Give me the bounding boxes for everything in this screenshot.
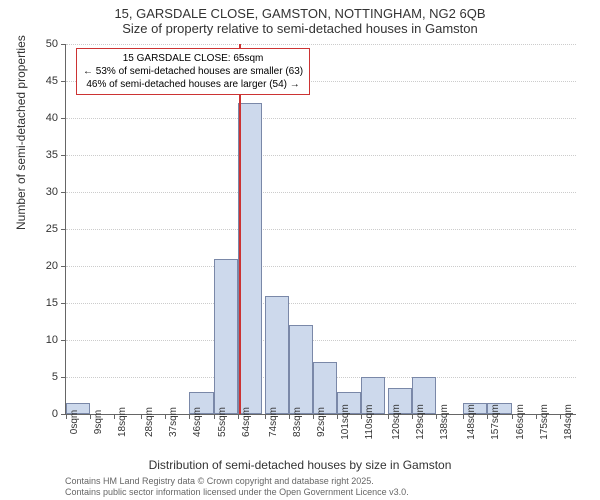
annotation-box: 15 GARSDALE CLOSE: 65sqm← 53% of semi-de…: [76, 48, 310, 95]
y-tick: [61, 155, 66, 156]
x-tick: [412, 414, 413, 419]
y-tick-label: 30: [0, 186, 58, 198]
x-tick: [289, 414, 290, 419]
x-tick-label: 110sqm: [364, 405, 375, 440]
x-tick-label: 120sqm: [391, 404, 402, 440]
y-tick: [61, 118, 66, 119]
x-tick-label: 184sqm: [563, 404, 574, 440]
plot-area: 15 GARSDALE CLOSE: 65sqm← 53% of semi-de…: [65, 44, 576, 415]
title-line-2: Size of property relative to semi-detach…: [0, 21, 600, 36]
x-tick-label: 101sqm: [340, 404, 351, 440]
x-tick: [337, 414, 338, 419]
histogram-bar: [289, 325, 313, 414]
x-tick: [90, 414, 91, 419]
x-tick-label: 64sqm: [241, 407, 252, 437]
x-tick-label: 157sqm: [490, 404, 501, 440]
y-tick-label: 25: [0, 223, 58, 235]
x-tick: [214, 414, 215, 419]
title-line-1: 15, GARSDALE CLOSE, GAMSTON, NOTTINGHAM,…: [0, 6, 600, 21]
y-tick-label: 35: [0, 149, 58, 161]
x-tick-label: 9sqm: [93, 410, 104, 434]
x-tick-label: 46sqm: [192, 407, 203, 437]
x-axis-title: Distribution of semi-detached houses by …: [0, 458, 600, 472]
x-tick: [388, 414, 389, 419]
y-tick: [61, 266, 66, 267]
x-tick-label: 148sqm: [466, 404, 477, 440]
x-tick-label: 55sqm: [217, 407, 228, 437]
gridline-h: [66, 340, 576, 341]
x-tick-label: 37sqm: [168, 407, 179, 437]
footer-line-2: Contains public sector information licen…: [65, 487, 409, 498]
annotation-line-1: 15 GARSDALE CLOSE: 65sqm: [83, 52, 303, 65]
gridline-h: [66, 155, 576, 156]
x-tick: [361, 414, 362, 419]
y-tick-label: 50: [0, 38, 58, 50]
y-tick: [61, 44, 66, 45]
footer-line-1: Contains HM Land Registry data © Crown c…: [65, 476, 409, 487]
x-tick-label: 175sqm: [539, 404, 550, 440]
x-tick-label: 166sqm: [515, 404, 526, 440]
gridline-h: [66, 303, 576, 304]
y-tick: [61, 192, 66, 193]
x-tick: [313, 414, 314, 419]
y-tick-label: 0: [0, 408, 58, 420]
y-tick: [61, 303, 66, 304]
y-tick: [61, 229, 66, 230]
x-tick: [512, 414, 513, 419]
x-tick-label: 0sqm: [69, 410, 80, 434]
gridline-h: [66, 118, 576, 119]
x-tick: [238, 414, 239, 419]
x-tick: [487, 414, 488, 419]
x-tick: [141, 414, 142, 419]
gridline-h: [66, 266, 576, 267]
y-tick-label: 20: [0, 260, 58, 272]
gridline-h: [66, 229, 576, 230]
footer: Contains HM Land Registry data © Crown c…: [65, 476, 409, 498]
y-tick-label: 5: [0, 371, 58, 383]
x-tick: [436, 414, 437, 419]
annotation-line-3: 46% of semi-detached houses are larger (…: [83, 78, 303, 91]
histogram-bar: [214, 259, 238, 414]
histogram-bar: [265, 296, 289, 414]
x-tick: [165, 414, 166, 419]
gridline-h: [66, 192, 576, 193]
chart-container: 15, GARSDALE CLOSE, GAMSTON, NOTTINGHAM,…: [0, 0, 600, 500]
x-tick: [265, 414, 266, 419]
y-tick-label: 45: [0, 75, 58, 87]
x-tick-label: 138sqm: [439, 404, 450, 440]
gridline-h: [66, 44, 576, 45]
x-tick-label: 92sqm: [316, 407, 327, 437]
x-tick: [536, 414, 537, 419]
x-tick-label: 74sqm: [268, 407, 279, 437]
x-tick: [189, 414, 190, 419]
title-area: 15, GARSDALE CLOSE, GAMSTON, NOTTINGHAM,…: [0, 0, 600, 36]
x-tick-label: 83sqm: [292, 407, 303, 437]
y-tick: [61, 377, 66, 378]
x-tick: [66, 414, 67, 419]
x-tick: [114, 414, 115, 419]
y-tick-label: 10: [0, 334, 58, 346]
annotation-line-2: ← 53% of semi-detached houses are smalle…: [83, 65, 303, 78]
x-tick-label: 28sqm: [144, 407, 155, 437]
x-tick-label: 18sqm: [117, 407, 128, 437]
x-tick: [560, 414, 561, 419]
y-tick: [61, 340, 66, 341]
y-tick-label: 15: [0, 297, 58, 309]
y-tick: [61, 81, 66, 82]
y-tick-label: 40: [0, 112, 58, 124]
reference-line: [239, 44, 241, 414]
x-tick-label: 129sqm: [415, 404, 426, 440]
x-tick: [463, 414, 464, 419]
y-axis-title: Number of semi-detached properties: [14, 35, 28, 230]
